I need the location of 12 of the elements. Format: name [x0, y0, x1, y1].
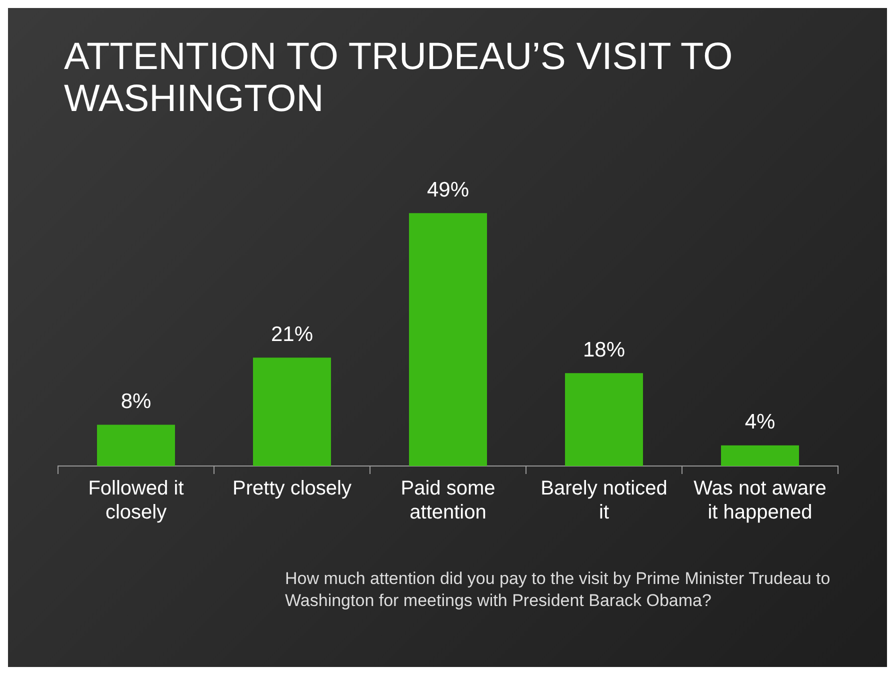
x-tick-label: Pretty closely — [232, 478, 352, 500]
data-label: 18% — [582, 338, 626, 362]
x-tick-label: Barely noticed it — [540, 478, 668, 524]
data-label: 21% — [270, 322, 314, 346]
x-tick-label: Paid some attention — [400, 478, 496, 524]
data-label: 8% — [120, 390, 152, 414]
data-label: 4% — [744, 410, 776, 434]
data-label: 49% — [426, 178, 470, 202]
x-tick-label: Was not aware it happened — [694, 478, 826, 524]
x-tick-label: Followed it closely — [88, 478, 184, 524]
chart-title: ATTENTION TO TRUDEAU’S VISIT TO WASHINGTON — [64, 36, 734, 120]
text: How much attention did you pay to the visit by Prime Minister Trudeau to Washington for meetings with President Barack Obama? — [285, 568, 832, 612]
